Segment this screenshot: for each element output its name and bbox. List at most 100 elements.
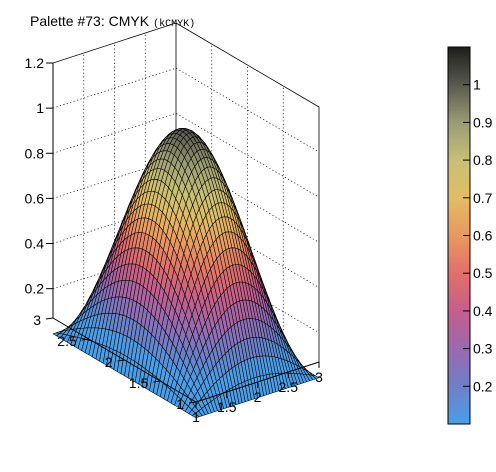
colorbar-swatch bbox=[448, 379, 470, 382]
colorbar-swatch bbox=[448, 376, 470, 380]
colorbar-swatch bbox=[448, 70, 470, 74]
x-tick-label: 3 bbox=[315, 369, 323, 385]
colorbar-tick-label: 0.7 bbox=[473, 190, 493, 206]
colorbar-swatch bbox=[448, 164, 470, 168]
colorbar-swatch bbox=[448, 365, 470, 368]
colorbar-swatch bbox=[448, 112, 470, 116]
colorbar-swatch bbox=[448, 178, 470, 182]
colorbar-swatch bbox=[448, 329, 470, 333]
colorbar-swatch bbox=[448, 63, 470, 67]
colorbar-tick-label: 0.8 bbox=[473, 152, 493, 168]
colorbar-swatch bbox=[448, 275, 470, 279]
colorbar-swatch bbox=[448, 141, 470, 145]
colorbar-swatch bbox=[448, 393, 470, 397]
colorbar-swatch bbox=[448, 299, 470, 302]
colorbar-swatch bbox=[448, 249, 470, 253]
colorbar-swatch bbox=[448, 339, 470, 342]
colorbar-swatch bbox=[448, 273, 470, 276]
colorbar-swatch bbox=[448, 134, 470, 137]
z-tick-label: 0.2 bbox=[25, 281, 45, 297]
colorbar-swatch bbox=[448, 202, 470, 206]
colorbar-swatch bbox=[448, 61, 470, 64]
right-wall-frame bbox=[175, 22, 320, 362]
colorbar-swatch bbox=[448, 296, 470, 300]
chart-title-subtitle: (kCMYK) bbox=[153, 19, 196, 30]
colorbar-swatch bbox=[448, 197, 470, 201]
colorbar-swatch bbox=[448, 325, 470, 328]
colorbar-swatch bbox=[448, 336, 470, 340]
colorbar-swatch bbox=[448, 108, 470, 112]
colorbar-swatch bbox=[448, 360, 470, 364]
colorbar-swatch bbox=[448, 416, 470, 420]
y-tick bbox=[45, 317, 54, 320]
colorbar-swatch bbox=[448, 259, 470, 262]
y-tick-label: 1 bbox=[176, 396, 184, 412]
colorbar-swatch bbox=[448, 105, 470, 109]
colorbar-swatch bbox=[448, 195, 470, 199]
colorbar-swatch bbox=[448, 263, 470, 267]
colorbar-swatch bbox=[448, 89, 470, 93]
colorbar-swatch bbox=[448, 103, 470, 107]
colorbar-swatch bbox=[448, 171, 470, 175]
colorbar-tick-label: 0.5 bbox=[473, 265, 493, 281]
colorbar-swatch bbox=[448, 47, 470, 50]
colorbar-swatch bbox=[448, 233, 470, 236]
colorbar-swatch bbox=[448, 313, 470, 317]
colorbar-swatch bbox=[448, 200, 470, 203]
colorbar-swatch bbox=[448, 419, 470, 423]
colorbar-swatch bbox=[448, 65, 470, 69]
colorbar-swatch bbox=[448, 136, 470, 140]
colorbar-swatch bbox=[448, 207, 470, 210]
colorbar-swatch bbox=[448, 94, 470, 97]
colorbar-swatch bbox=[448, 221, 470, 225]
colorbar-swatch bbox=[448, 346, 470, 349]
colorbar-swatch bbox=[448, 190, 470, 194]
colorbar-swatch bbox=[448, 386, 470, 390]
colorbar-swatch bbox=[448, 181, 470, 185]
colorbar-swatch bbox=[448, 56, 470, 60]
colorbar-swatch bbox=[448, 188, 470, 192]
colorbar-swatch bbox=[448, 268, 470, 272]
colorbar-swatch bbox=[448, 244, 470, 248]
colorbar-swatch bbox=[448, 289, 470, 293]
colorbar-swatch bbox=[448, 209, 470, 213]
y-tick bbox=[153, 380, 161, 383]
colorbar-swatch bbox=[448, 310, 470, 314]
colorbar-swatch bbox=[448, 353, 470, 357]
colorbar-swatch bbox=[448, 157, 470, 161]
colorbar-swatch bbox=[448, 320, 470, 324]
colorbar-swatch bbox=[448, 148, 470, 152]
colorbar-swatch bbox=[448, 204, 470, 208]
colorbar-swatch bbox=[448, 334, 470, 338]
colorbar-swatch bbox=[448, 266, 470, 269]
y-tick-label: 1.5 bbox=[129, 375, 149, 391]
colorbar-swatch bbox=[448, 101, 470, 104]
colorbar-swatch bbox=[448, 287, 470, 291]
colorbar-swatch bbox=[448, 277, 470, 281]
colorbar-swatch bbox=[448, 153, 470, 156]
colorbar-swatch bbox=[448, 398, 470, 401]
colorbar-swatch bbox=[448, 226, 470, 229]
colorbar-swatch bbox=[448, 421, 470, 425]
colorbar-swatch bbox=[448, 145, 470, 149]
z-tick-label: 1 bbox=[36, 100, 44, 116]
colorbar-swatch bbox=[448, 127, 470, 130]
x-tick-label: 2 bbox=[254, 389, 262, 405]
colorbar-swatch bbox=[448, 160, 470, 163]
colorbar-swatch bbox=[448, 270, 470, 274]
colorbar-swatch bbox=[448, 143, 470, 147]
colorbar-swatch bbox=[448, 228, 470, 232]
colorbar-swatch bbox=[448, 77, 470, 81]
colorbar-swatch bbox=[448, 131, 470, 135]
x-tick-label: 2.5 bbox=[279, 379, 299, 395]
colorbar-swatch bbox=[448, 72, 470, 76]
colorbar-swatch bbox=[448, 315, 470, 319]
colorbar-swatch bbox=[448, 79, 470, 83]
colorbar-tick-label: 0.6 bbox=[473, 228, 493, 244]
colorbar-swatch bbox=[448, 242, 470, 246]
colorbar-swatch bbox=[448, 193, 470, 196]
colorbar-swatch bbox=[448, 284, 470, 288]
colorbar-swatch bbox=[448, 75, 470, 79]
colorbar-tick-label: 0.9 bbox=[473, 114, 493, 130]
